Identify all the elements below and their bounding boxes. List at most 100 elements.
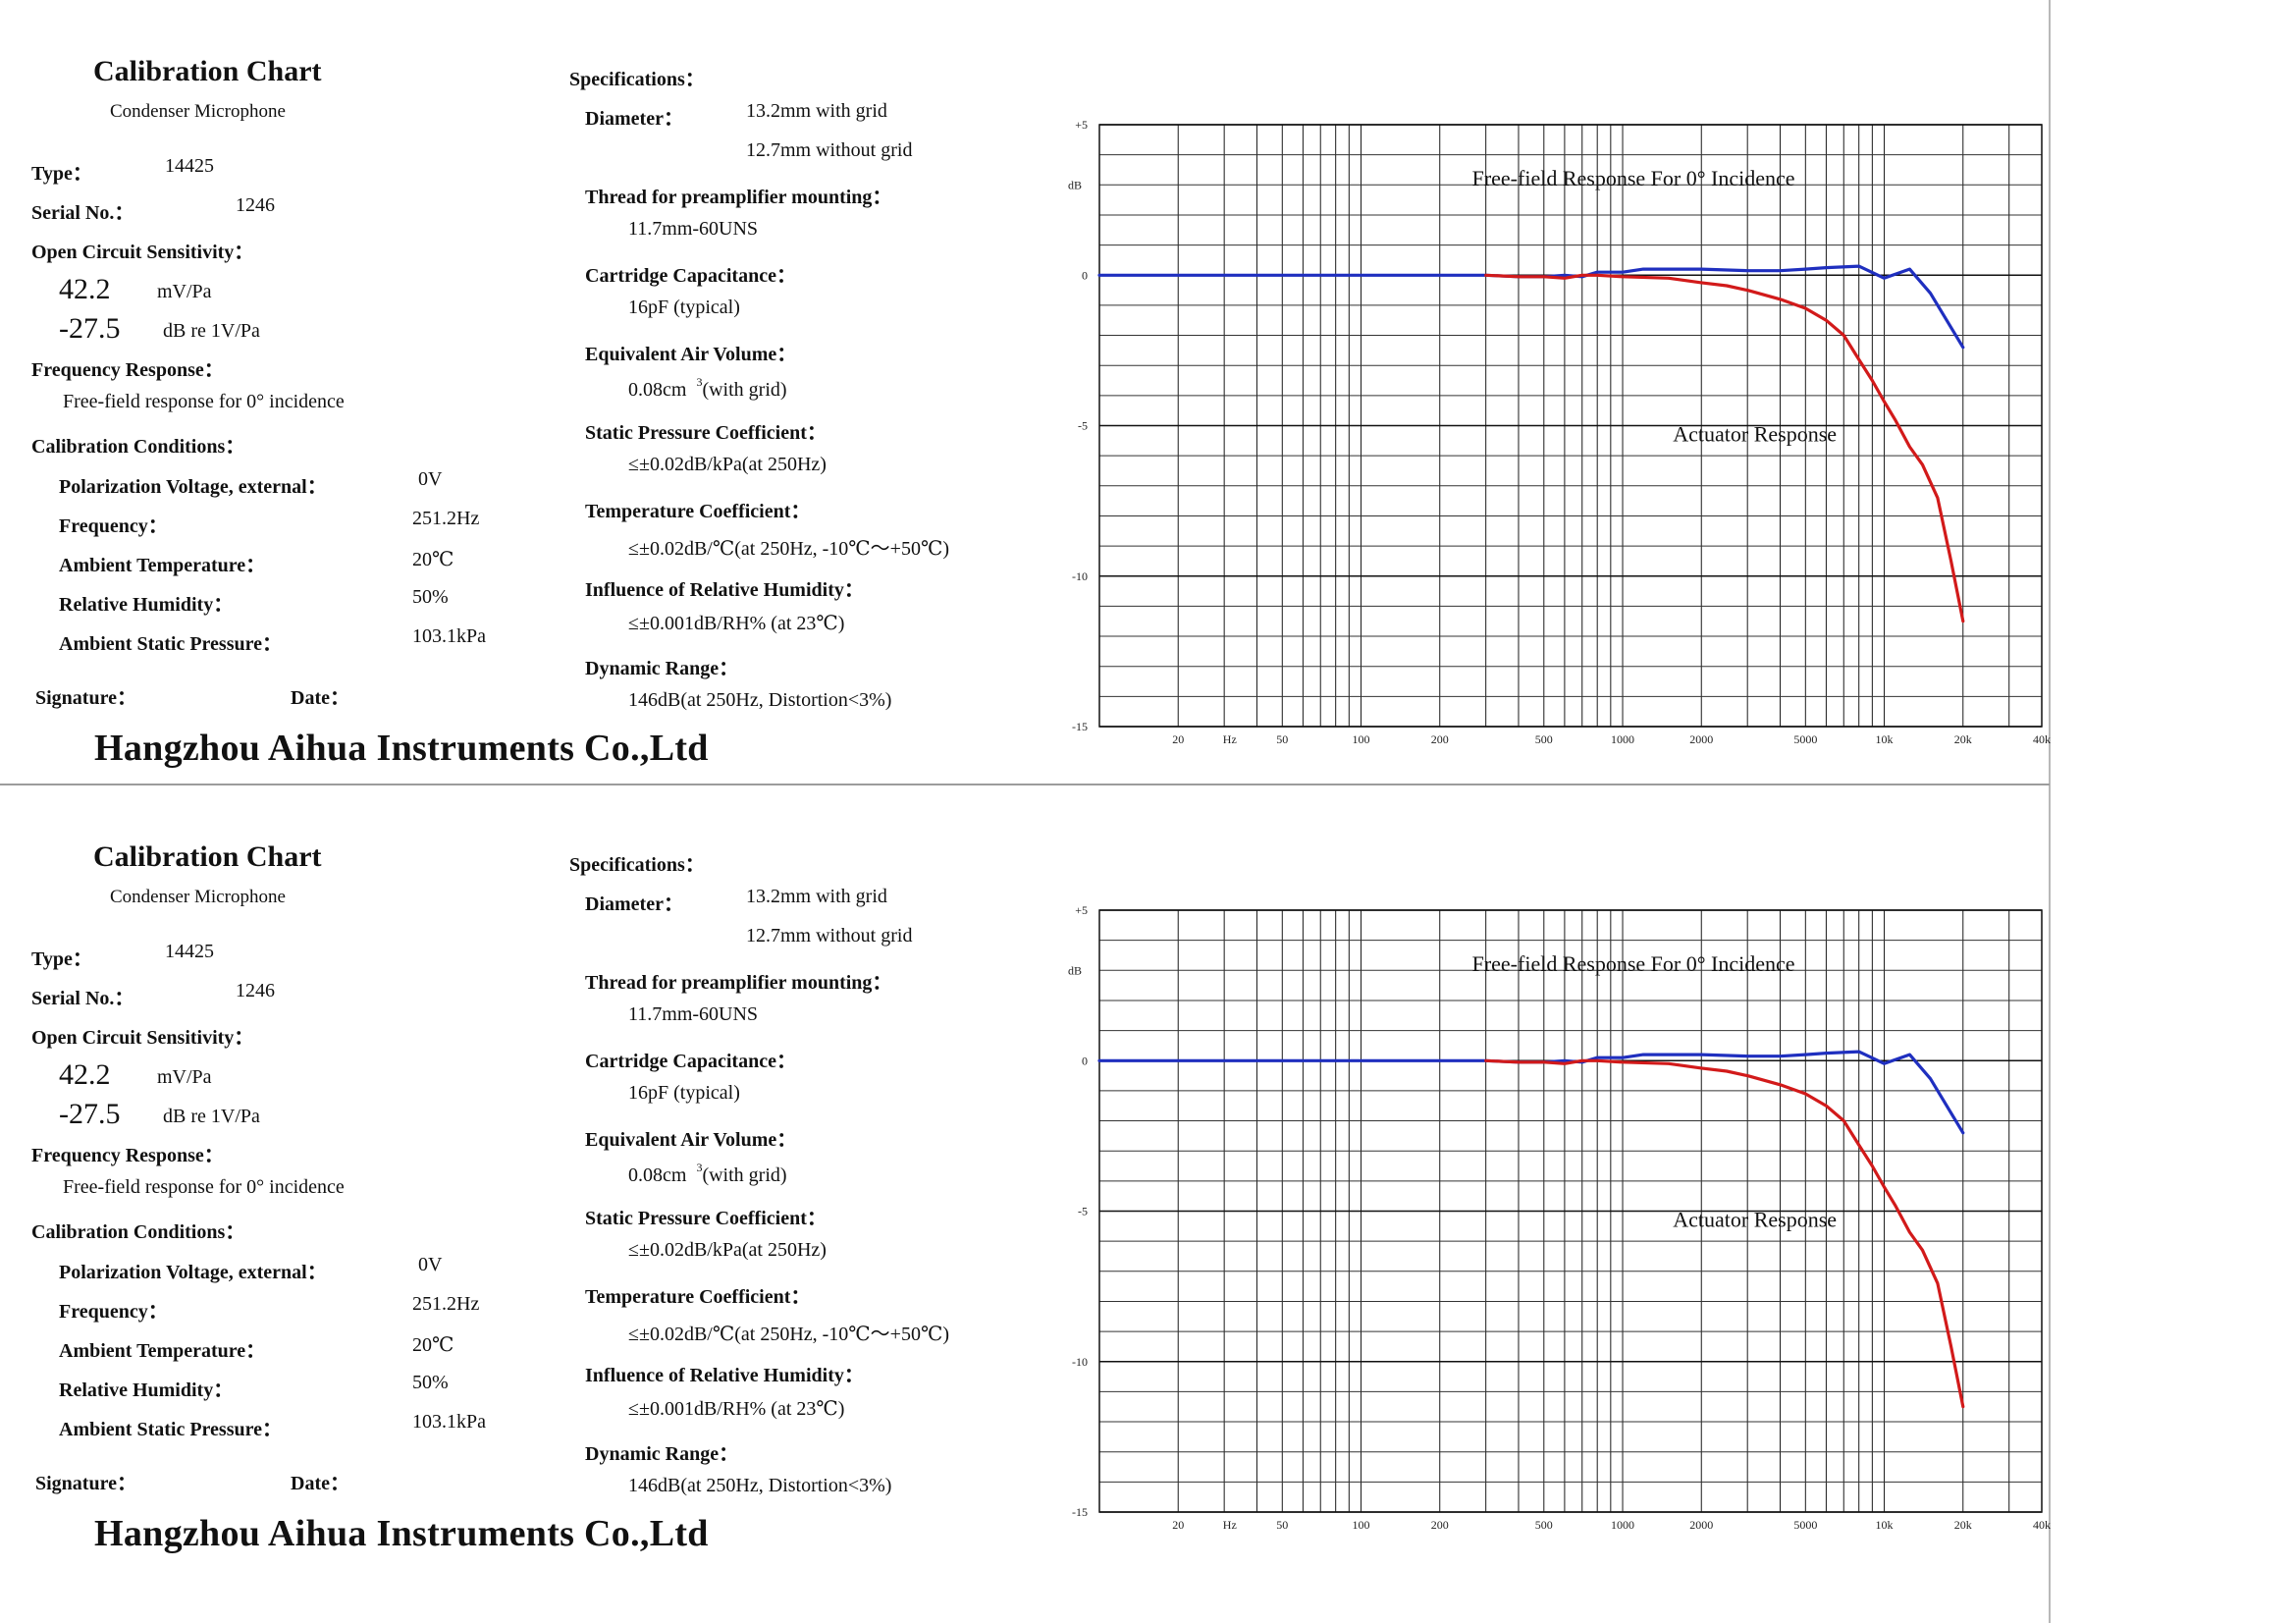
humidity-label: Influence of Relative Humidity：	[585, 1365, 864, 1386]
thread-label: Thread for preamplifier mounting：	[585, 972, 892, 994]
calibration-sheet: Calibration Chart Condenser Microphone T…	[0, 785, 2051, 1569]
x-axis-label: Hz	[1223, 1518, 1237, 1532]
sensitivity-mv-unit: mV/Pa	[157, 281, 212, 302]
y-tick-label: -10	[1072, 1355, 1088, 1369]
dynamic-range-label: Dynamic Range：	[585, 658, 739, 679]
air-volume-note: (with grid)	[702, 1164, 787, 1186]
serial-value: 1246	[236, 194, 275, 216]
condition-label: Relative Humidity：	[59, 594, 234, 616]
type-value: 14425	[165, 941, 214, 962]
y-tick-label: -5	[1078, 1205, 1088, 1218]
dynamic-range-label: Dynamic Range：	[585, 1443, 739, 1465]
condition-label: Ambient Temperature：	[59, 1340, 266, 1362]
air-volume-value: 0.08cm 3(with grid)	[628, 1161, 787, 1187]
diameter-without-grid: 12.7mm without grid	[746, 925, 913, 947]
sensitivity-mv-value: 42.2	[59, 1058, 111, 1091]
temperature-coefficient-label: Temperature Coefficient：	[585, 1286, 811, 1308]
y-tick-label: -5	[1078, 419, 1088, 433]
y-tick-label: +5	[1075, 903, 1088, 917]
sensitivity-db-unit: dB re 1V/Pa	[163, 1106, 260, 1127]
series-line-actuator	[1484, 1058, 1965, 1409]
air-volume-label: Equivalent Air Volume：	[585, 344, 797, 365]
x-tick-label: 2000	[1689, 1518, 1713, 1532]
capacitance-value: 16pF (typical)	[628, 297, 740, 318]
frequency-response-value: Free-field response for 0° incidence	[63, 391, 345, 412]
y-tick-label: +5	[1075, 118, 1088, 132]
condition-value: 0V	[418, 468, 443, 490]
frequency-response-chart: +5 0 -5 -10 -15 dB 20 50 100 200 500 1000 2000 5000 10…	[1068, 118, 2051, 746]
condition-value: 251.2Hz	[412, 508, 480, 529]
capacitance-label: Cartridge Capacitance：	[585, 265, 796, 287]
serial-value: 1246	[236, 980, 275, 1001]
frequency-response-label: Frequency Response：	[31, 1145, 224, 1166]
sheet-title: Calibration Chart	[93, 840, 322, 873]
diameter-label: Diameter：	[585, 108, 683, 130]
air-volume-number: 0.08cm	[628, 1164, 687, 1186]
thread-value: 11.7mm-60UNS	[628, 1003, 759, 1025]
x-tick-label: 500	[1535, 732, 1553, 746]
x-tick-label: 5000	[1793, 1518, 1817, 1532]
thread-value: 11.7mm-60UNS	[628, 218, 759, 240]
sensitivity-label: Open Circuit Sensitivity：	[31, 242, 254, 263]
thread-label: Thread for preamplifier mounting：	[585, 187, 892, 208]
sensitivity-db-unit: dB re 1V/Pa	[163, 320, 260, 342]
calibration-conditions-label: Calibration Conditions：	[31, 436, 245, 458]
temperature-coefficient-value: ≤±0.02dB/℃(at 250Hz, -10℃～+50℃)	[628, 538, 949, 560]
specifications-label: Specifications：	[569, 854, 705, 876]
company-name: Hangzhou Aihua Instruments Co.,Ltd	[94, 728, 709, 769]
frequency-response-value: Free-field response for 0° incidence	[63, 1176, 345, 1198]
x-tick-label: 1000	[1611, 1518, 1634, 1532]
static-pressure-value: ≤±0.02dB/kPa(at 250Hz)	[628, 1239, 827, 1261]
sensitivity-label: Open Circuit Sensitivity：	[31, 1027, 254, 1049]
static-pressure-value: ≤±0.02dB/kPa(at 250Hz)	[628, 454, 827, 475]
date-label: Date：	[291, 687, 349, 709]
diameter-without-grid: 12.7mm without grid	[746, 139, 913, 161]
air-volume-number: 0.08cm	[628, 379, 687, 401]
y-axis-label: dB	[1068, 178, 1082, 191]
x-tick-label: 10k	[1876, 1518, 1894, 1532]
y-axis-label: dB	[1068, 963, 1082, 977]
dynamic-range-value: 146dB(at 250Hz, Distortion<3%)	[628, 689, 892, 711]
x-tick-label: 50	[1276, 732, 1288, 746]
annotation-actuator: Actuator Response	[1673, 422, 1837, 447]
plot-frame	[1098, 909, 2043, 1513]
sensitivity-db-value: -27.5	[59, 312, 121, 345]
date-label: Date：	[291, 1473, 349, 1494]
company-name: Hangzhou Aihua Instruments Co.,Ltd	[94, 1513, 709, 1554]
humidity-label: Influence of Relative Humidity：	[585, 579, 864, 601]
x-tick-label: 100	[1353, 732, 1370, 746]
series-line-actuator	[1484, 273, 1965, 623]
condition-value: 103.1kPa	[412, 1411, 486, 1433]
condition-label: Frequency：	[59, 1301, 168, 1323]
x-tick-label: 200	[1431, 732, 1449, 746]
type-label: Type：	[31, 948, 92, 970]
static-pressure-label: Static Pressure Coefficient：	[585, 1208, 827, 1229]
x-tick-label: 10k	[1876, 732, 1894, 746]
condition-label: Ambient Static Pressure：	[59, 1419, 283, 1440]
x-tick-label: 50	[1276, 1518, 1288, 1532]
static-pressure-label: Static Pressure Coefficient：	[585, 422, 827, 444]
air-volume-value: 0.08cm 3(with grid)	[628, 375, 787, 402]
air-volume-label: Equivalent Air Volume：	[585, 1129, 797, 1151]
calibration-conditions-label: Calibration Conditions：	[31, 1221, 245, 1243]
y-tick-label: 0	[1082, 268, 1088, 282]
diameter-with-grid: 13.2mm with grid	[746, 100, 887, 122]
frequency-response-label: Frequency Response：	[31, 359, 224, 381]
temperature-coefficient-label: Temperature Coefficient：	[585, 501, 811, 522]
sensitivity-mv-value: 42.2	[59, 273, 111, 305]
condition-label: Ambient Temperature：	[59, 555, 266, 576]
y-tick-label: 0	[1082, 1054, 1088, 1067]
page-divider-horizontal	[0, 784, 2050, 785]
condition-label: Ambient Static Pressure：	[59, 633, 283, 655]
type-value: 14425	[165, 155, 214, 177]
page-divider-vertical	[2049, 0, 2051, 1623]
air-volume-superscript: 3	[696, 1161, 703, 1174]
condition-label: Polarization Voltage, external：	[59, 1262, 327, 1283]
x-tick-label: 40k	[2033, 732, 2051, 746]
capacitance-label: Cartridge Capacitance：	[585, 1051, 796, 1072]
type-label: Type：	[31, 163, 92, 185]
condition-value: 20℃	[412, 549, 454, 570]
air-volume-superscript: 3	[696, 375, 703, 389]
humidity-value: ≤±0.001dB/RH% (at 23℃)	[628, 613, 845, 634]
condition-value: 50%	[412, 586, 449, 608]
